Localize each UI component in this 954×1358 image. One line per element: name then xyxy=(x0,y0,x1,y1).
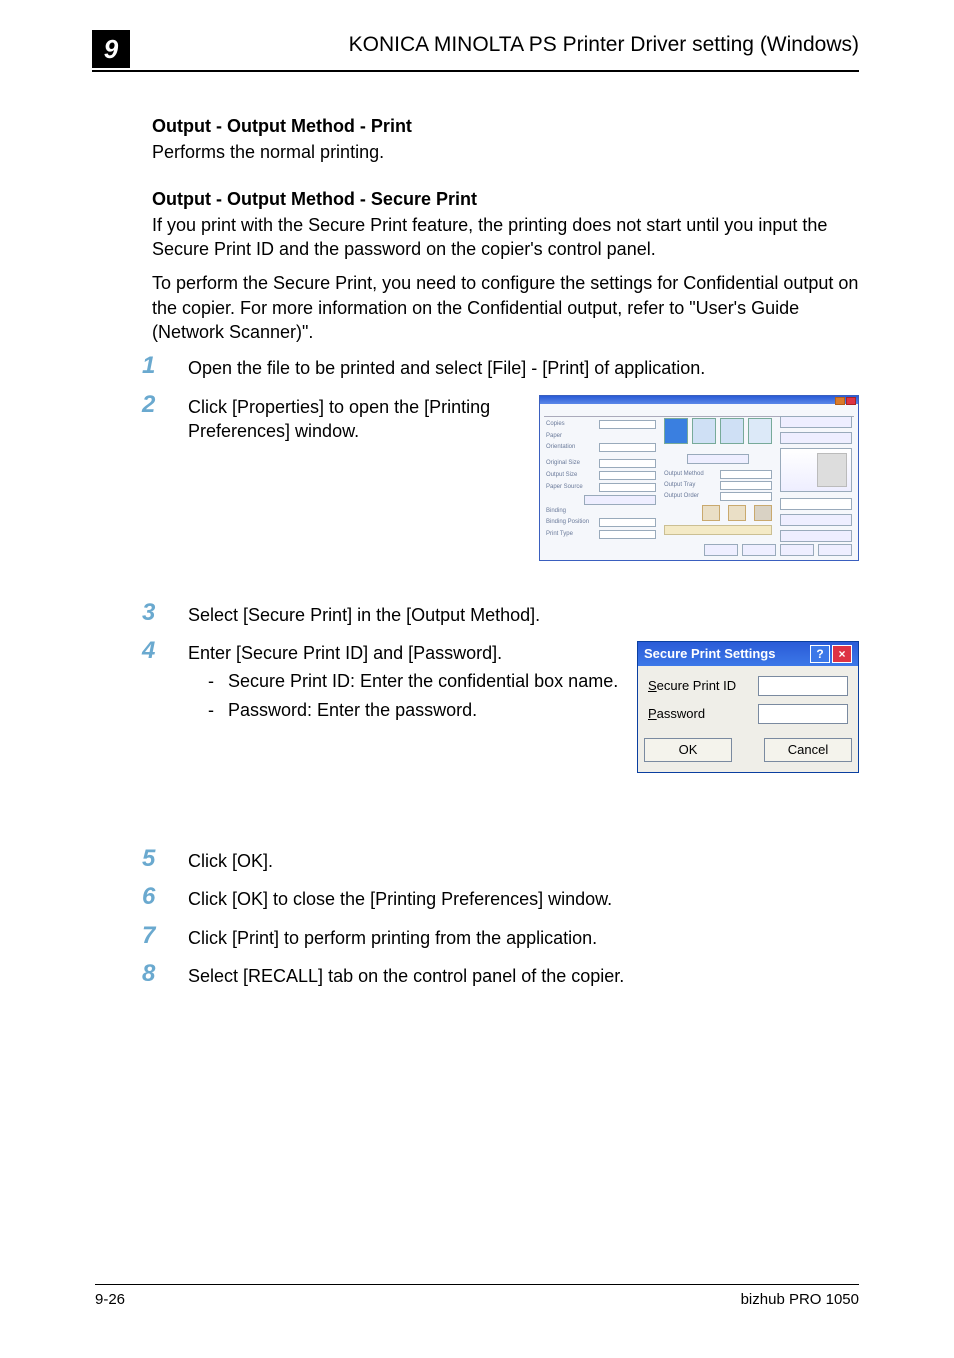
header-rule xyxy=(92,70,859,72)
step-text: Open the file to be printed and select [… xyxy=(188,354,859,380)
chapter-tab: 9 xyxy=(92,30,130,68)
help-icon[interactable]: ? xyxy=(810,645,830,663)
figure-bottom-buttons xyxy=(704,544,852,556)
step-text: Copies Paper Orientation Original Size O… xyxy=(188,393,859,571)
section2-para1: If you print with the Secure Print featu… xyxy=(152,213,859,262)
password-label: Password xyxy=(648,705,758,723)
step-number: 8 xyxy=(142,962,188,986)
ok-button[interactable]: OK xyxy=(644,738,732,762)
page-content: Output - Output Method - Print Performs … xyxy=(152,100,859,1000)
figure-right-pane xyxy=(780,416,852,546)
close-icon[interactable]: × xyxy=(832,645,852,663)
secure-print-id-label: Secure Print ID xyxy=(648,677,758,695)
step-4: 4 Secure Print Settings ? × Secure Print… xyxy=(152,639,859,773)
printing-preferences-figure: Copies Paper Orientation Original Size O… xyxy=(539,395,859,561)
figure-titlebar xyxy=(540,396,858,404)
step-text: Select [RECALL] tab on the control panel… xyxy=(188,962,859,988)
password-input[interactable] xyxy=(758,704,848,724)
substep-text: Secure Print ID: Enter the confidential … xyxy=(228,669,618,693)
step-8: 8 Select [RECALL] tab on the control pan… xyxy=(152,962,859,988)
step-text: Secure Print Settings ? × Secure Print I… xyxy=(188,639,859,773)
step-1: 1 Open the file to be printed and select… xyxy=(152,354,859,380)
step-3: 3 Select [Secure Print] in the [Output M… xyxy=(152,601,859,627)
step-number: 6 xyxy=(142,885,188,909)
step-number: 4 xyxy=(142,639,188,663)
header-title: KONICA MINOLTA PS Printer Driver setting… xyxy=(349,33,859,57)
step-number: 3 xyxy=(142,601,188,625)
secure-dialog-titlebar: Secure Print Settings ? × xyxy=(638,642,858,666)
step-7: 7 Click [Print] to perform printing from… xyxy=(152,924,859,950)
figure-mid-pane: Output Method Output Tray Output Order xyxy=(664,418,772,535)
step-text: Select [Secure Print] in the [Output Met… xyxy=(188,601,859,627)
footer-page-number: 9-26 xyxy=(95,1291,125,1308)
figure-left-pane: Copies Paper Orientation Original Size O… xyxy=(546,420,656,542)
section2-para2: To perform the Secure Print, you need to… xyxy=(152,271,859,344)
step-6: 6 Click [OK] to close the [Printing Pref… xyxy=(152,885,859,911)
step2-text: Click [Properties] to open the [Printing… xyxy=(188,397,490,441)
step-number: 5 xyxy=(142,847,188,871)
step-text: Click [Print] to perform printing from t… xyxy=(188,924,859,950)
step-text: Click [OK]. xyxy=(188,847,859,873)
section1-title: Output - Output Method - Print xyxy=(152,114,859,138)
cancel-button[interactable]: Cancel xyxy=(764,738,852,762)
figure-window-buttons xyxy=(835,397,856,405)
page-footer: 9-26 bizhub PRO 1050 xyxy=(95,1284,859,1308)
secure-dialog-title: Secure Print Settings xyxy=(644,645,775,663)
step-2: 2 Copies Paper Orientation Original Size… xyxy=(152,393,859,571)
step-text: Click [OK] to close the [Printing Prefer… xyxy=(188,885,859,911)
steps-list: 1 Open the file to be printed and select… xyxy=(152,354,859,988)
substep-text: Password: Enter the password. xyxy=(228,698,477,722)
step-number: 2 xyxy=(142,393,188,417)
section1-para: Performs the normal printing. xyxy=(152,140,859,164)
bullet-dash: - xyxy=(208,698,228,722)
bullet-dash: - xyxy=(208,669,228,693)
footer-product: bizhub PRO 1050 xyxy=(741,1291,859,1308)
step-5: 5 Click [OK]. xyxy=(152,847,859,873)
step-number: 1 xyxy=(142,354,188,378)
secure-print-id-input[interactable] xyxy=(758,676,848,696)
step-number: 7 xyxy=(142,924,188,948)
section2-title: Output - Output Method - Secure Print xyxy=(152,187,859,211)
secure-dialog-body: Secure Print ID Password xyxy=(638,666,858,738)
secure-print-dialog-figure: Secure Print Settings ? × Secure Print I… xyxy=(637,641,859,773)
